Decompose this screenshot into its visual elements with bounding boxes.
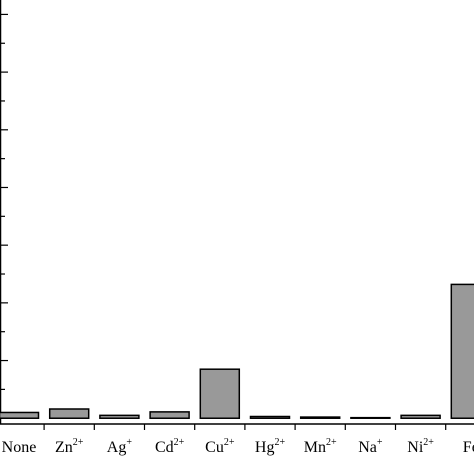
label-base: Hg [255, 439, 275, 456]
x-tick-label-cd: Cd2+ [155, 437, 185, 456]
bar-fe [450, 283, 474, 419]
bar-none [0, 411, 40, 419]
x-tick-label-zn: Zn2+ [55, 437, 84, 456]
bar-mn [299, 416, 341, 419]
y-axis-ticks [0, 13, 8, 419]
x-axis-ticks [43, 424, 447, 430]
label-base: Mn [304, 439, 326, 456]
x-tick-label-ag: Ag+ [107, 437, 133, 456]
bar-cd [149, 411, 190, 419]
bars-group [0, 283, 474, 419]
label-base: Fe [463, 439, 474, 456]
bar-zn [48, 408, 90, 419]
x-tick-label-cu: Cu2+ [205, 437, 235, 456]
label-base: Ag [107, 439, 127, 456]
label-superscript: 2+ [224, 437, 235, 448]
bar-cu [199, 368, 241, 419]
label-base: Cd [155, 439, 174, 456]
x-tick-label-na: Na+ [358, 437, 383, 456]
bar-na [350, 416, 391, 419]
bar-ni [400, 414, 441, 419]
label-base: Zn [55, 439, 73, 456]
label-superscript: 2+ [174, 437, 185, 448]
x-tick-label-mn: Mn2+ [304, 437, 337, 456]
label-base: Cu [205, 439, 224, 456]
label-base: None [2, 439, 37, 456]
label-superscript: + [126, 437, 132, 448]
label-superscript: 2+ [274, 437, 285, 448]
x-tick-label-hg: Hg2+ [255, 437, 286, 456]
bar-hg [249, 415, 291, 419]
label-superscript: 2+ [326, 437, 337, 448]
x-tick-label-ni: Ni2+ [407, 437, 434, 456]
label-base: Ni [407, 439, 424, 456]
label-superscript: + [377, 437, 383, 448]
label-superscript: 2+ [423, 437, 434, 448]
label-superscript: 2+ [73, 437, 84, 448]
x-tick-label-fe: Fe [463, 439, 474, 456]
bar-ag [99, 414, 140, 419]
label-base: Na [358, 439, 377, 456]
x-tick-label-none: None [2, 439, 37, 456]
